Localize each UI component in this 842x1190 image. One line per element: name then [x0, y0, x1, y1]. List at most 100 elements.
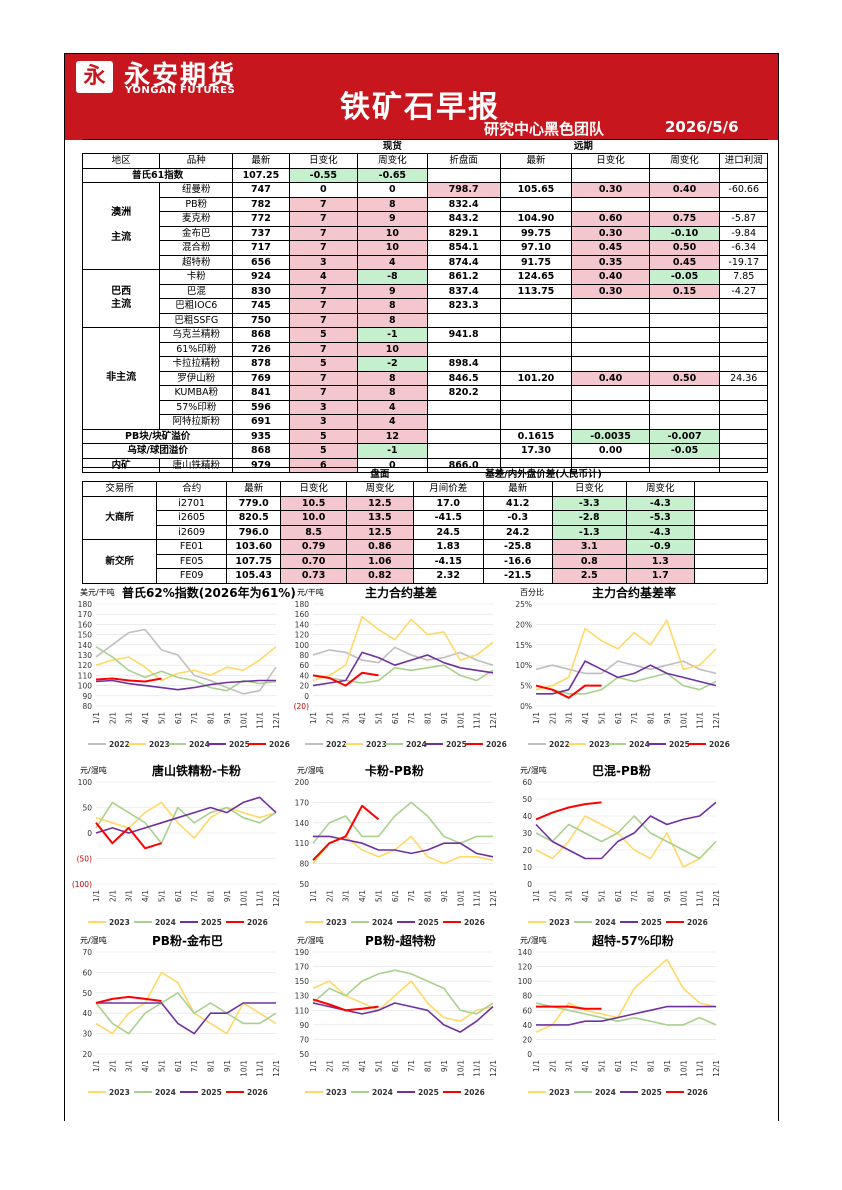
x-tick-label: 5/1 [374, 890, 383, 902]
forward-day-change: 0.30 [571, 182, 650, 198]
y-tick-label: 160 [78, 620, 93, 629]
x-tick-label: 1/1 [92, 712, 101, 724]
column-header: 最新 [499, 153, 573, 169]
series-line-2024 [535, 672, 717, 695]
series-line-2026 [312, 804, 380, 861]
y-tick-label: 50 [82, 804, 92, 813]
x-tick-label: 3/1 [125, 712, 134, 724]
chart-unit: 元/湿吨 [520, 936, 547, 945]
y-tick-label: 180 [78, 600, 93, 609]
product-row: 巴粗SSFG 750 7 8 [83, 312, 768, 328]
day-change: 7 [288, 341, 359, 357]
section-row: 盘面 基差/内外盘价差(人民币计) [82, 467, 768, 482]
product-row: 麦克粉 772 7 9 843.2 104.90 0.60 0.75 -5.87 [83, 211, 768, 227]
y-tick-label: 140 [78, 641, 93, 650]
contract-code: i2701 [156, 495, 228, 511]
column-header: 周变化 [345, 481, 414, 497]
y-tick-label: 40 [522, 1021, 532, 1030]
table-cell [693, 553, 769, 569]
column-header: 进口利润 [719, 153, 768, 169]
forward-day-change [571, 399, 650, 415]
latest-price: 868 [232, 327, 290, 343]
x-tick-label: 3/1 [565, 1060, 574, 1072]
y-tick-label: (20) [294, 702, 309, 711]
futures-equivalent: 823.3 [426, 298, 501, 314]
latest-price: 782 [232, 196, 290, 212]
x-tick-label: 6/1 [174, 712, 183, 724]
latest-price: 830 [232, 283, 290, 299]
x-tick-label: 9/1 [223, 1060, 232, 1072]
platts-label: 普氏61指数 [81, 167, 234, 183]
contract-code: FE09 [156, 568, 228, 584]
import-profit [719, 341, 768, 357]
product-name: 混合粉 [159, 240, 234, 256]
series-line-2024 [312, 969, 494, 1015]
x-tick-label: 3/1 [342, 890, 351, 902]
x-tick-label: 9/1 [663, 712, 672, 724]
x-tick-label: 7/1 [190, 1060, 199, 1072]
y-tick-label: 200 [295, 778, 310, 787]
day-change: 3 [288, 254, 359, 270]
chart-svg: 70 60 50 40 30 201/1 2/1 3/1 4/1 5/1 6/1 7/1 8/1 9/1 1… [82, 948, 281, 1097]
column-header: 最新 [482, 481, 553, 497]
product-name: 卡拉拉精粉 [159, 356, 234, 372]
x-tick-label: 9/1 [440, 890, 449, 902]
chart-4: 元/湿吨 唐山铁精粉-卡粉 100 50 0 (50) (100) 1/1 2/1 3/1 4/1 5… [70, 760, 285, 935]
chart-unit: 元/湿吨 [80, 936, 107, 945]
series-line-2026 [95, 677, 162, 683]
y-tick-label: 20% [515, 620, 532, 629]
chart-svg: 25% 20% 15% 10% 5% 0%1/1 2/1 3/1 4/1 5/1 6/1 7/1 8/1… [515, 600, 730, 749]
chart-svg: 140 120 100 80 60 40 20 01/1 2/1 3/1 4/1 5/1 6/1 7/1 8… [518, 948, 721, 1097]
contract-week: 12.5 [345, 524, 414, 540]
forward-week-change [648, 298, 721, 314]
product-row: 罗伊山粉 769 7 8 846.5 101.20 0.40 0.50 24.36 [83, 370, 768, 386]
chart-8: 元/湿吨 PB粉-超特粉 190 170 150 130 110 90 70 50 1/1 2/1 3/… [287, 930, 502, 1105]
calendar-spread: 17.0 [412, 495, 484, 511]
day-change: 0 [288, 182, 359, 198]
x-tick-label: 6/1 [391, 890, 400, 902]
platts-week: -0.65 [357, 167, 428, 183]
y-tick-label: 140 [295, 819, 310, 828]
y-tick-label: 10 [522, 863, 532, 872]
forward-day-change: 0.60 [571, 211, 650, 227]
product-name: KUMBA粉 [159, 385, 234, 401]
table-cell [719, 428, 768, 444]
logo-text-en: YONGAN FUTURES [125, 85, 236, 96]
x-tick-label: 8/1 [207, 890, 216, 902]
x-tick-label: 2/1 [108, 712, 117, 724]
x-tick-label: 9/1 [440, 712, 449, 724]
legend-label: 2024 [595, 1088, 616, 1097]
futures-equivalent: 829.1 [426, 225, 501, 241]
series-line-2026 [312, 671, 379, 687]
forward-day-change: 0.45 [571, 240, 650, 256]
legend-label: 2025 [641, 918, 662, 927]
import-profit [719, 414, 768, 430]
import-profit [719, 356, 768, 372]
legend-label: 2023 [326, 918, 347, 927]
y-tick-label: 170 [295, 963, 310, 972]
x-tick-label: 7/1 [630, 1060, 639, 1072]
spacer [82, 139, 358, 154]
legend-label: 2025 [446, 740, 467, 749]
legend-label: 2024 [595, 918, 616, 927]
contract-day: 8.5 [280, 524, 347, 540]
y-tick-label: (50) [77, 855, 92, 864]
contract-day: 10.5 [280, 495, 347, 511]
x-tick-label: 4/1 [581, 1060, 590, 1072]
import-profit: -19.17 [719, 254, 768, 270]
futures-equivalent: 898.4 [426, 356, 501, 372]
column-header: 日变化 [280, 481, 347, 497]
y-tick-label: 110 [295, 1006, 310, 1015]
chart-title: PB粉-金布巴 [152, 934, 223, 948]
legend-label: 2022 [326, 740, 347, 749]
contract-latest: 820.5 [226, 510, 282, 526]
legend-label: 2023 [149, 740, 170, 749]
premium-week: -1 [357, 443, 428, 459]
legend-label: 2026 [687, 1088, 708, 1097]
contract-day: 0.73 [280, 568, 347, 584]
y-tick-label: 0 [87, 829, 92, 838]
x-tick-label: 9/1 [663, 1060, 672, 1072]
x-tick-label: 11/1 [256, 890, 265, 907]
legend-label: 2024 [372, 1088, 393, 1097]
y-tick-label: 20 [299, 682, 309, 691]
